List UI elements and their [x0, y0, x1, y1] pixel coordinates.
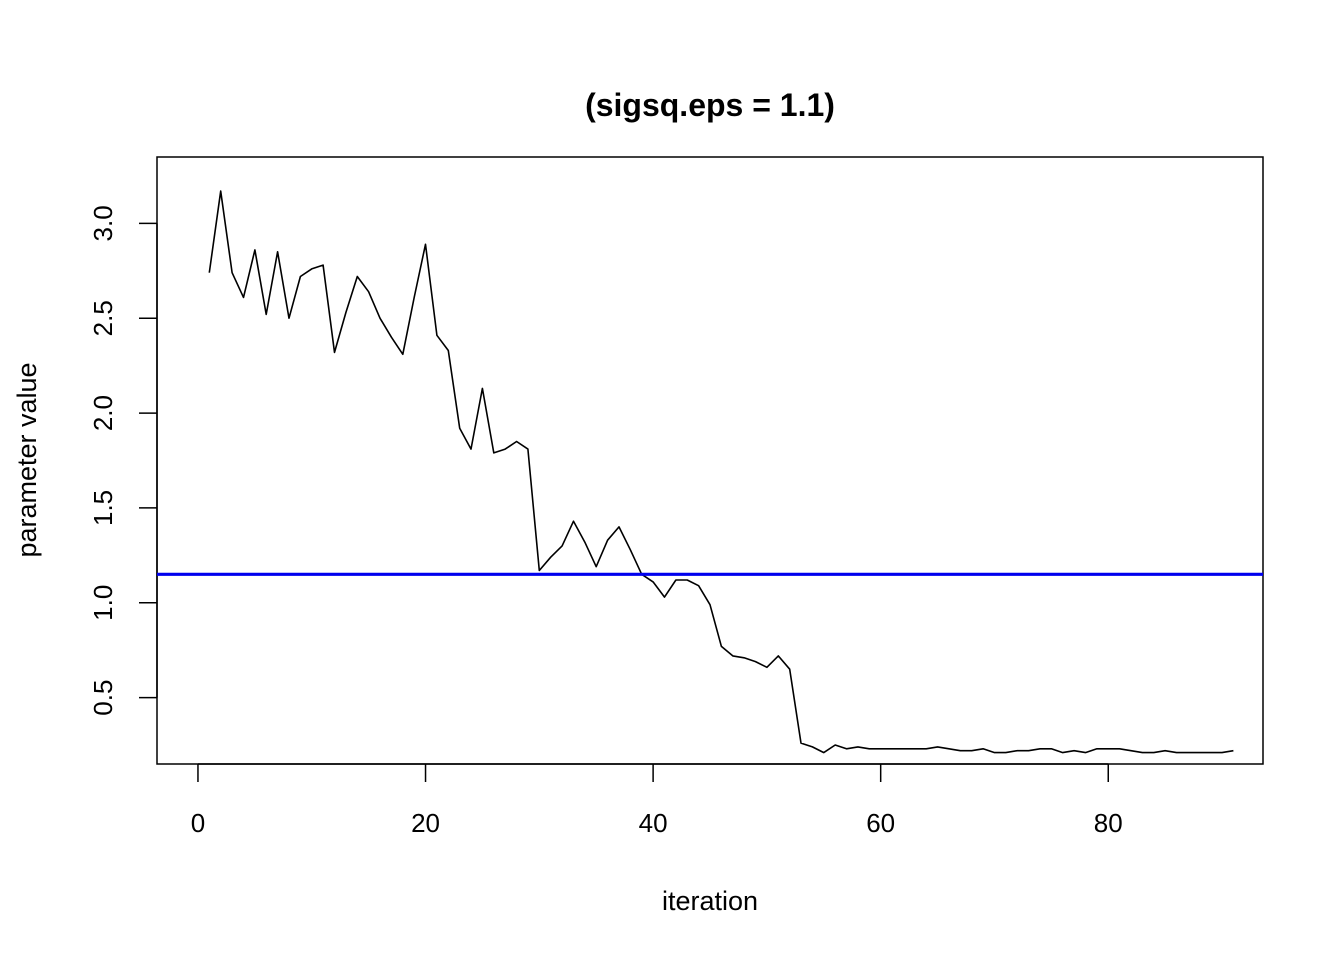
x-tick-label: 40 [639, 808, 668, 838]
x-tick-label: 0 [191, 808, 205, 838]
series-layer [208, 190, 1234, 754]
x-tick-label: 60 [866, 808, 895, 838]
y-axis-label: parameter value [12, 362, 42, 557]
y-tick-label: 0.5 [88, 680, 118, 716]
x-axis-label: iteration [662, 886, 758, 916]
x-tick-label: 80 [1094, 808, 1123, 838]
plot-frame [156, 156, 1264, 765]
y-tick-label: 1.0 [88, 585, 118, 621]
y-tick-label: 2.5 [88, 300, 118, 336]
x-tick-label: 20 [411, 808, 440, 838]
y-tick-label: 3.0 [88, 205, 118, 241]
x-axis: 0 20 40 60 80 [191, 763, 1123, 838]
y-tick-label: 2.0 [88, 395, 118, 431]
series-line [208, 190, 1234, 754]
chart-title: (sigsq.eps = 1.1) [585, 87, 835, 123]
y-axis: 0.5 1.0 1.5 2.0 2.5 3.0 [88, 205, 158, 716]
y-tick-label: 1.5 [88, 490, 118, 526]
